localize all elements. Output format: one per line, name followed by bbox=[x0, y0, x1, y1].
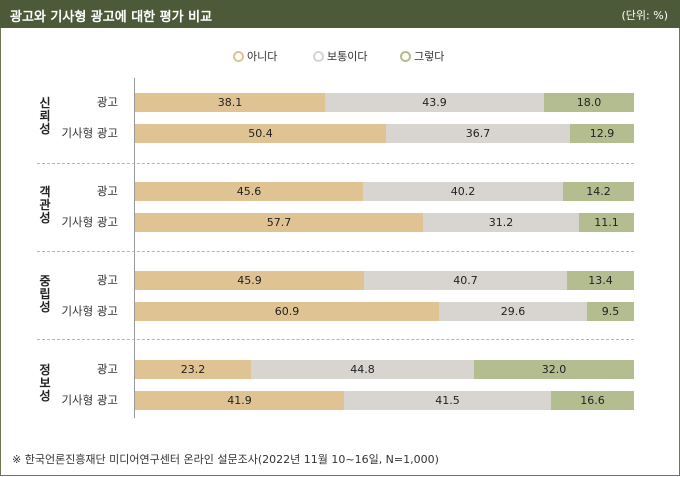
data-label: 45.6 bbox=[236, 185, 262, 198]
bar-segment-no bbox=[135, 360, 251, 379]
bar-segment-yes bbox=[563, 182, 634, 201]
group-separator bbox=[37, 251, 634, 252]
row-label: 광고 bbox=[96, 273, 118, 287]
category-label: 신뢰성 bbox=[39, 96, 51, 136]
legend-label-neutral: 보통이다 bbox=[327, 50, 368, 63]
data-label: 29.6 bbox=[500, 305, 526, 318]
data-label: 40.2 bbox=[450, 185, 476, 198]
stacked-bar: 50.4 36.7 12.9 bbox=[135, 124, 634, 143]
data-label: 11.1 bbox=[594, 216, 619, 229]
bar-segment-yes bbox=[570, 124, 634, 143]
group-separator bbox=[37, 339, 634, 340]
legend-item-no: 아니다 bbox=[233, 48, 277, 64]
stacked-bar: 23.2 44.8 32.0 bbox=[135, 360, 634, 379]
row-label: 기사형 광고 bbox=[61, 304, 118, 318]
source-footnote: ※ 한국언론진흥재단 미디어연구센터 온라인 설문조사(2022년 11월 10… bbox=[12, 453, 439, 466]
legend-neutral-icon bbox=[313, 51, 324, 62]
bar-segment-no bbox=[135, 391, 344, 410]
category-label: 중립성 bbox=[39, 274, 51, 314]
bar-segment-neutral bbox=[423, 213, 579, 232]
bar-segment-yes bbox=[587, 302, 634, 321]
data-label: 23.2 bbox=[180, 363, 206, 376]
bar-segment-neutral bbox=[344, 391, 551, 410]
chart-title: 광고와 기사형 광고에 대한 평가 비교 bbox=[10, 10, 213, 25]
legend-yes-icon bbox=[400, 51, 411, 62]
category-label: 정보성 bbox=[39, 363, 51, 403]
bar-segment-yes bbox=[551, 391, 634, 410]
bar-segment-no bbox=[135, 124, 386, 143]
bar-segment-no bbox=[135, 302, 439, 321]
row-label: 기사형 광고 bbox=[61, 126, 118, 140]
stacked-bar: 60.9 29.6 9.5 bbox=[135, 302, 634, 321]
bar-segment-no bbox=[135, 182, 363, 201]
legend-label-yes: 그렇다 bbox=[414, 50, 445, 63]
stacked-bar: 38.1 43.9 18.0 bbox=[135, 93, 634, 112]
stacked-bar: 45.6 40.2 14.2 bbox=[135, 182, 634, 201]
bar-segment-neutral bbox=[439, 302, 587, 321]
legend: 아니다 보통이다 그렇다 bbox=[0, 48, 680, 64]
data-label: 40.7 bbox=[453, 274, 478, 287]
stacked-bar: 41.9 41.5 16.6 bbox=[135, 391, 634, 410]
row-label: 광고 bbox=[96, 362, 118, 376]
data-label: 44.8 bbox=[350, 363, 375, 376]
group-separator bbox=[37, 163, 634, 164]
data-label: 36.7 bbox=[465, 127, 491, 140]
unit-label: (단위: %) bbox=[621, 9, 668, 22]
data-label: 57.7 bbox=[266, 216, 292, 229]
row-label: 기사형 광고 bbox=[61, 393, 118, 407]
data-label: 41.5 bbox=[435, 394, 460, 407]
data-label: 43.9 bbox=[422, 96, 447, 109]
legend-item-neutral: 보통이다 bbox=[313, 48, 367, 64]
bar-segment-no bbox=[135, 93, 325, 112]
legend-label-no: 아니다 bbox=[247, 50, 278, 63]
legend-no-icon bbox=[233, 51, 244, 62]
data-label: 41.9 bbox=[227, 394, 252, 407]
bar-segment-neutral bbox=[363, 182, 563, 201]
data-label: 45.9 bbox=[237, 274, 262, 287]
data-label: 50.4 bbox=[248, 127, 273, 140]
stacked-bar: 45.9 40.7 13.4 bbox=[135, 271, 634, 290]
row-label: 광고 bbox=[96, 95, 118, 109]
stacked-bar: 57.7 31.2 11.1 bbox=[135, 213, 634, 232]
data-label: 9.5 bbox=[601, 305, 620, 318]
bar-segment-no bbox=[135, 213, 423, 232]
data-label: 31.2 bbox=[488, 216, 514, 229]
category-label: 객관성 bbox=[39, 185, 51, 225]
bar-segment-yes bbox=[567, 271, 634, 290]
data-label: 14.2 bbox=[586, 185, 611, 198]
row-label: 기사형 광고 bbox=[61, 215, 118, 229]
y-axis-line bbox=[134, 78, 135, 418]
bar-segment-neutral bbox=[386, 124, 570, 143]
legend-item-yes: 그렇다 bbox=[400, 48, 444, 64]
bar-segment-neutral bbox=[251, 360, 474, 379]
data-label: 38.1 bbox=[217, 96, 243, 109]
bar-segment-yes bbox=[474, 360, 634, 379]
bar-segment-no bbox=[135, 271, 364, 290]
chart-header: 광고와 기사형 광고에 대한 평가 비교 (단위: %) bbox=[0, 0, 680, 28]
bar-segment-neutral bbox=[364, 271, 567, 290]
row-label: 광고 bbox=[96, 184, 118, 198]
data-label: 18.0 bbox=[576, 96, 602, 109]
data-label: 32.0 bbox=[541, 363, 567, 376]
data-label: 60.9 bbox=[274, 305, 300, 318]
bar-segment-neutral bbox=[325, 93, 544, 112]
data-label: 13.4 bbox=[588, 274, 613, 287]
bar-segment-yes bbox=[579, 213, 634, 232]
data-label: 16.6 bbox=[580, 394, 605, 407]
bar-segment-yes bbox=[544, 93, 634, 112]
data-label: 12.9 bbox=[589, 127, 615, 140]
